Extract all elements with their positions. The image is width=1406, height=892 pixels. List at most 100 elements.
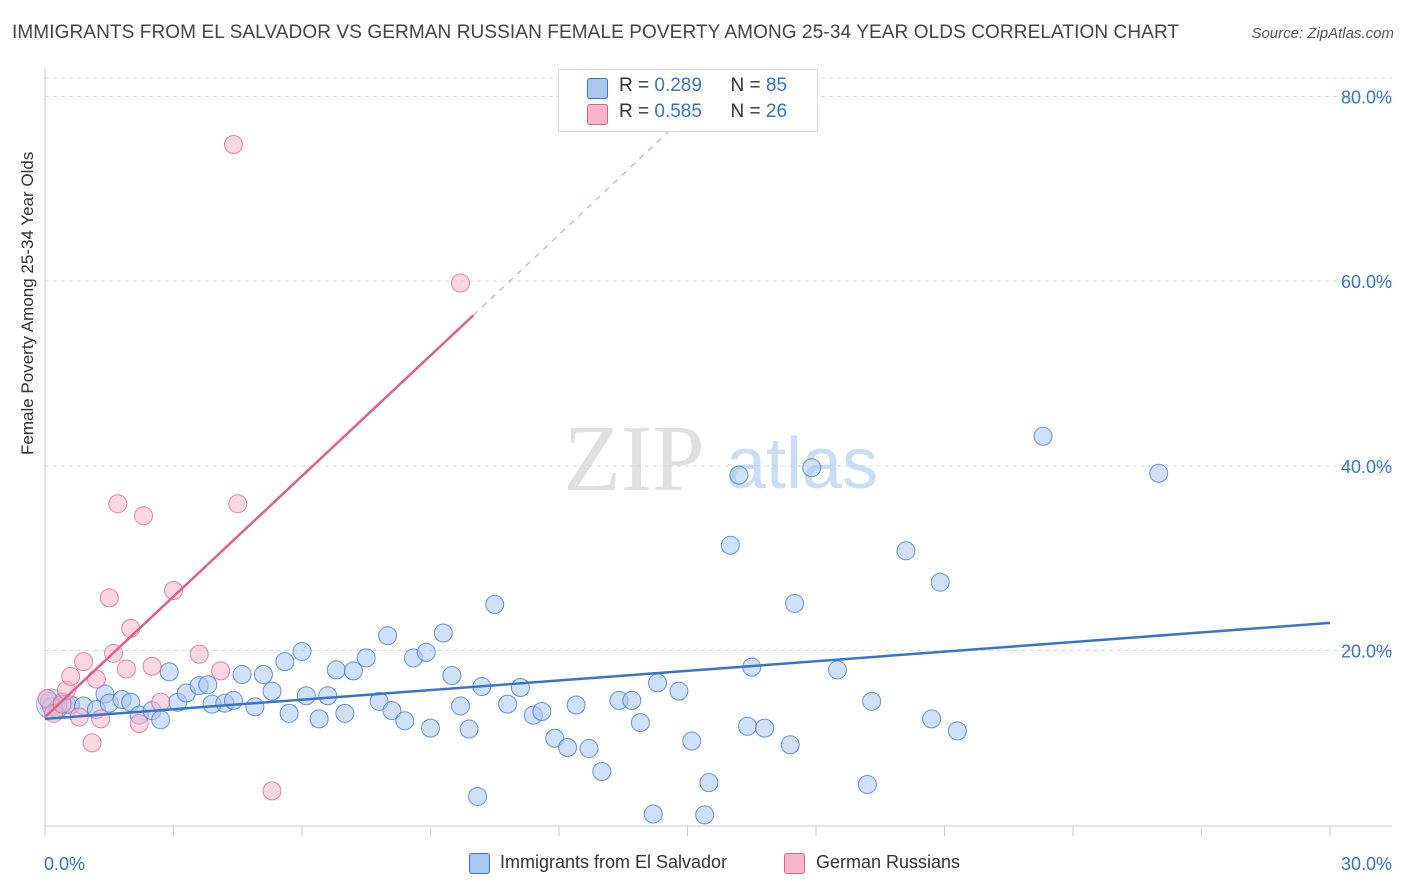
point-german-russians — [211, 661, 231, 681]
point-el-salvador — [253, 665, 273, 685]
point-el-salvador — [862, 691, 882, 711]
y-tick-label: 20.0% — [1341, 642, 1392, 662]
point-el-salvador — [159, 662, 179, 682]
point-el-salvador — [558, 738, 578, 758]
point-german-russians — [164, 581, 183, 601]
point-german-russians — [116, 659, 136, 679]
y-tick-label: 80.0% — [1341, 87, 1392, 107]
point-el-salvador — [922, 709, 942, 729]
tick-labels: 20.0% 40.0% 60.0% 80.0% 0.0% 30.0% — [44, 87, 1392, 874]
point-el-salvador — [296, 686, 316, 706]
chart-title: IMMIGRANTS FROM EL SALVADOR VS GERMAN RU… — [12, 22, 1180, 43]
watermark: ZIP atlas — [564, 407, 879, 511]
legend-n-label: N = — [730, 75, 761, 96]
legend-r-label: R = — [619, 75, 650, 96]
point-el-salvador — [395, 711, 415, 731]
correlation-legend: R = 0.289 N = 85 R = 0.585 N = 26 — [558, 69, 818, 132]
point-german-russians — [134, 506, 154, 526]
y-axis-label: Female Poverty Among 25-34 Year Olds — [18, 151, 37, 455]
legend-swatch-pink — [587, 104, 608, 125]
point-el-salvador — [857, 774, 877, 794]
point-el-salvador — [643, 804, 663, 824]
point-el-salvador — [737, 716, 757, 736]
point-el-salvador — [532, 701, 552, 721]
bottom-legend-swatch-pink — [784, 853, 805, 874]
point-el-salvador — [198, 675, 218, 695]
point-el-salvador — [896, 541, 916, 561]
y-tick-label: 40.0% — [1341, 457, 1392, 477]
point-el-salvador — [223, 690, 243, 710]
point-el-salvador — [1033, 426, 1053, 446]
point-german-russians — [108, 494, 128, 514]
point-german-russians — [61, 666, 81, 686]
point-el-salvador — [947, 721, 967, 741]
point-el-salvador — [151, 710, 171, 730]
x-tick-label-min: 0.0% — [44, 854, 85, 874]
point-el-salvador — [356, 648, 376, 668]
point-el-salvador — [335, 703, 355, 723]
point-el-salvador — [545, 728, 565, 748]
point-el-salvador — [275, 652, 295, 672]
source-label: Source: ZipAtlas.com — [1251, 25, 1394, 42]
point-german-russians — [262, 781, 282, 801]
point-el-salvador — [755, 718, 775, 738]
point-el-salvador — [245, 697, 265, 717]
point-el-salvador — [459, 719, 479, 739]
point-german-russians — [86, 669, 106, 689]
point-german-russians — [189, 644, 209, 664]
point-el-salvador — [326, 660, 346, 680]
point-el-salvador — [930, 572, 950, 592]
point-german-russians — [99, 588, 119, 608]
point-el-salvador — [442, 665, 462, 685]
bottom-legend-swatch-blue — [469, 853, 490, 874]
legend-r-label: R = — [619, 101, 650, 122]
watermark-zip: ZIP — [564, 407, 705, 511]
point-el-salvador — [279, 703, 299, 723]
point-el-salvador — [780, 735, 800, 755]
point-el-salvador — [699, 773, 719, 793]
point-el-salvador — [729, 465, 749, 485]
point-german-russians — [91, 709, 111, 729]
point-el-salvador — [378, 626, 398, 646]
trend-line-german-russians-extension — [472, 129, 671, 316]
point-el-salvador — [510, 677, 530, 697]
point-el-salvador — [827, 660, 847, 680]
point-german-russians — [82, 733, 102, 753]
point-el-salvador — [468, 786, 488, 806]
point-el-salvador — [669, 681, 689, 701]
point-el-salvador — [592, 762, 612, 782]
x-tick-label-max: 30.0% — [1341, 854, 1392, 874]
legend-r-value: 0.289 — [654, 75, 702, 96]
point-el-salvador — [802, 458, 822, 478]
point-el-salvador — [292, 641, 312, 661]
legend-n-label: N = — [730, 101, 761, 122]
legend-row-blue: R = 0.289 N = 85 — [619, 75, 787, 101]
bottom-legend-pink: German Russians — [816, 852, 961, 872]
point-el-salvador — [720, 535, 740, 555]
point-el-salvador — [630, 713, 650, 733]
legend-n-value: 26 — [765, 101, 788, 122]
point-el-salvador — [785, 593, 805, 613]
point-el-salvador — [566, 695, 586, 715]
point-el-salvador — [232, 665, 252, 685]
point-el-salvador — [382, 701, 402, 721]
y-tick-label: 60.0% — [1341, 272, 1392, 292]
point-el-salvador — [262, 681, 282, 701]
point-el-salvador — [309, 709, 329, 729]
point-el-salvador — [318, 686, 338, 706]
point-german-russians — [74, 652, 94, 672]
point-el-salvador — [343, 661, 363, 681]
point-el-salvador — [416, 642, 436, 662]
point-german-russians — [142, 656, 162, 676]
series-german-russians-points — [37, 134, 470, 801]
legend-row-pink: R = 0.585 N = 26 — [619, 101, 787, 127]
point-el-salvador — [421, 718, 440, 738]
grid-lines — [45, 77, 1392, 652]
point-german-russians — [129, 713, 149, 733]
trend-line-german-russians — [44, 314, 475, 718]
legend-r-value: 0.585 — [654, 101, 702, 122]
point-el-salvador — [682, 731, 702, 751]
trend-lines — [44, 129, 1331, 721]
point-el-salvador — [695, 805, 715, 825]
axes — [44, 68, 1392, 836]
